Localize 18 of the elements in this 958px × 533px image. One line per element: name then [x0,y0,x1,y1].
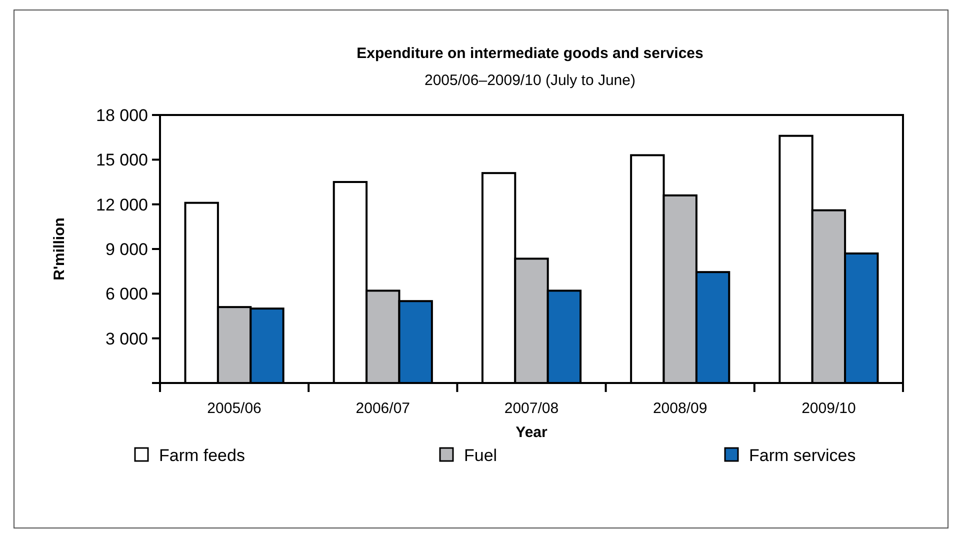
x-tick-label: 2009/10 [802,400,856,417]
x-tick-label: 2007/08 [504,400,559,417]
x-tick-label: 2006/07 [356,400,410,417]
legend-label: Farm services [749,446,856,465]
y-tick-label: 18 000 [96,106,148,125]
y-axis-title: R'million [51,218,68,280]
y-tick-label: 12 000 [96,195,148,214]
x-axis-title: Year [516,424,548,441]
y-tick-label: 6 000 [105,284,148,304]
chart-title: Expenditure on intermediate goods and services [356,45,704,62]
x-tick-label: 2005/06 [207,400,262,417]
legend-label: Fuel [464,446,498,465]
legend-label: Farm feeds [159,446,245,465]
y-tick-label: 15 000 [96,150,148,170]
chart-subtitle: 2005/06–2009/10 (July to June) [424,72,636,89]
x-tick-label: 2008/09 [652,400,708,417]
y-tick-label: 3 000 [105,329,148,348]
y-tick-label: 9 000 [105,240,148,259]
